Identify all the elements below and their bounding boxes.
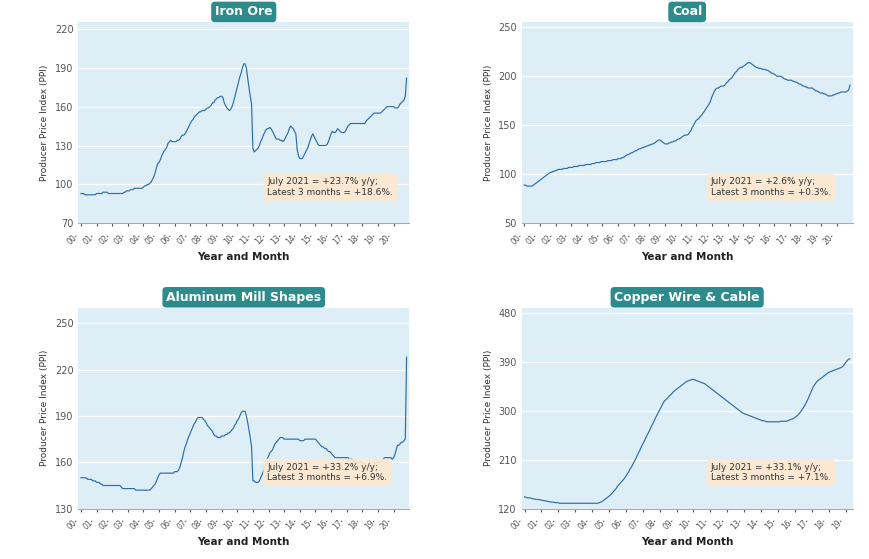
Text: July 2021 = +33.2% y/y;
Latest 3 months = +6.9%.: July 2021 = +33.2% y/y; Latest 3 months … (267, 463, 387, 482)
Title: Iron Ore: Iron Ore (215, 6, 272, 18)
Title: Coal: Coal (671, 6, 701, 18)
Title: Aluminum Mill Shapes: Aluminum Mill Shapes (166, 291, 321, 304)
Text: July 2021 = +33.1% y/y;
Latest 3 months = +7.1%.: July 2021 = +33.1% y/y; Latest 3 months … (710, 463, 830, 482)
Text: July 2021 = +23.7% y/y;
Latest 3 months = +18.6%.: July 2021 = +23.7% y/y; Latest 3 months … (267, 177, 393, 197)
X-axis label: Year and Month: Year and Month (197, 537, 289, 547)
Y-axis label: Producer Price Index (PPI): Producer Price Index (PPI) (483, 65, 492, 181)
Y-axis label: Producer Price Index (PPI): Producer Price Index (PPI) (40, 65, 50, 181)
X-axis label: Year and Month: Year and Month (640, 537, 733, 547)
X-axis label: Year and Month: Year and Month (640, 252, 733, 262)
Y-axis label: Producer Price Index (PPI): Producer Price Index (PPI) (483, 350, 492, 466)
Text: July 2021 = +2.6% y/y;
Latest 3 months = +0.3%.: July 2021 = +2.6% y/y; Latest 3 months =… (710, 177, 830, 197)
Title: Copper Wire & Cable: Copper Wire & Cable (614, 291, 760, 304)
Y-axis label: Producer Price Index (PPI): Producer Price Index (PPI) (40, 350, 50, 466)
X-axis label: Year and Month: Year and Month (197, 252, 289, 262)
